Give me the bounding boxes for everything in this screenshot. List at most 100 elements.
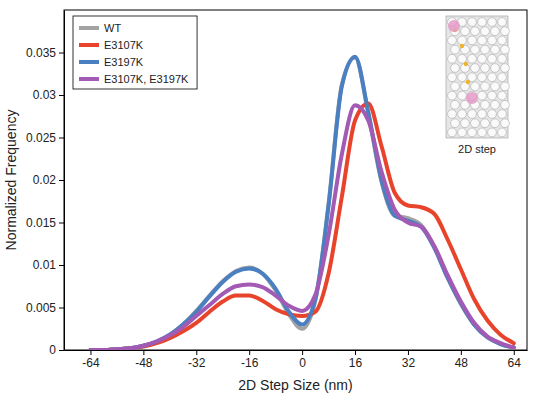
inset-tubulin <box>501 45 510 54</box>
inset-tubulin <box>501 100 510 109</box>
y-tick-label: 0.015 <box>26 216 56 230</box>
inset-tubulin <box>491 82 500 91</box>
legend-swatch <box>79 26 99 30</box>
inset <box>446 16 509 138</box>
inset-tubulin <box>448 36 457 45</box>
x-tick: -48 <box>135 350 153 370</box>
inset-tubulin <box>501 82 510 91</box>
y-tick: 0.015 <box>26 216 64 230</box>
inset-tubulin <box>498 91 507 100</box>
inset-tubulin <box>491 45 500 54</box>
inset-tubulin <box>488 128 497 137</box>
y-tick: 0.005 <box>26 301 64 315</box>
inset-tubulin <box>468 36 477 45</box>
x-tick: -32 <box>188 350 206 370</box>
x-axis-title: 2D Step Size (nm) <box>238 377 352 393</box>
y-tick-mark <box>59 95 64 96</box>
legend-label: E3107K <box>104 39 144 51</box>
x-tick-label: 48 <box>455 356 469 370</box>
y-tick-mark <box>59 350 64 351</box>
inset-tubulin <box>478 91 487 100</box>
inset-tubulin <box>478 110 487 119</box>
x-tick-label: 0 <box>299 356 306 370</box>
inset-tubulin <box>451 82 460 91</box>
inset-motor <box>466 92 478 104</box>
series-line <box>90 104 513 351</box>
x-tick-mark <box>355 350 356 355</box>
y-tick-mark <box>59 308 64 309</box>
inset-tubulin <box>498 110 507 119</box>
y-tick-mark <box>59 223 64 224</box>
inset-tubulin <box>488 110 497 119</box>
x-tick-mark <box>514 350 515 355</box>
inset-tubulin <box>488 54 497 63</box>
x-tick: 16 <box>349 350 363 370</box>
inset-tubulin <box>488 36 497 45</box>
y-tick: 0 <box>49 343 64 357</box>
x-tick-mark <box>90 350 91 355</box>
y-axis-title: Normalized Frequency <box>3 110 19 251</box>
inset-tubulin <box>491 64 500 73</box>
inset-motor <box>448 20 460 32</box>
inset-tubulin <box>478 54 487 63</box>
inset-tubulin <box>498 128 507 137</box>
x-tick-label: -64 <box>82 356 100 370</box>
inset-tubulin <box>451 64 460 73</box>
inset-tubulin <box>488 73 497 82</box>
plot-frame <box>64 10 527 350</box>
plot: -64-48-32-1601632486400.0050.010.0150.02… <box>26 10 528 370</box>
legend-box <box>73 16 197 89</box>
inset-tubulin <box>498 18 507 27</box>
series-line <box>90 105 513 350</box>
y-tick-mark <box>59 53 64 54</box>
y-tick: 0.02 <box>33 173 64 187</box>
inset-tubulin <box>451 100 460 109</box>
inset-tubulin <box>468 128 477 137</box>
x-tick-label: -32 <box>188 356 206 370</box>
inset-tubulin <box>448 91 457 100</box>
x-tick: 32 <box>402 350 416 370</box>
x-tick-label: 32 <box>402 356 416 370</box>
y-tick: 0.025 <box>26 131 64 145</box>
y-tick-label: 0.005 <box>26 301 56 315</box>
inset-tubulin <box>468 18 477 27</box>
legend-swatch <box>79 60 99 64</box>
inset-path-dot <box>466 80 470 84</box>
inset-tubulin <box>458 110 467 119</box>
y-tick: 0.01 <box>33 258 64 272</box>
inset-path-dot <box>460 44 464 48</box>
inset-tubulin <box>478 73 487 82</box>
inset-tubulin <box>461 27 470 36</box>
inset-tubulin <box>458 73 467 82</box>
inset-tubulin <box>498 54 507 63</box>
inset-tubulin <box>488 18 497 27</box>
inset-tubulin <box>448 54 457 63</box>
inset-tubulin <box>451 45 460 54</box>
legend-swatch <box>79 43 99 47</box>
x-tick-mark <box>408 350 409 355</box>
y-axis-line <box>64 11 65 351</box>
inset-tubulin <box>451 119 460 128</box>
annotation: 2D step <box>458 143 496 155</box>
inset-tubulin <box>501 119 510 128</box>
y-tick: 0.03 <box>33 88 64 102</box>
x-tick-label: 16 <box>349 356 363 370</box>
y-tick-mark <box>59 265 64 266</box>
inset-tubulin <box>501 27 510 36</box>
inset-tubulin <box>498 73 507 82</box>
inset-tubulin <box>458 54 467 63</box>
x-tick-mark <box>143 350 144 355</box>
x-axis-line <box>65 350 528 351</box>
inset-tubulin <box>481 100 490 109</box>
y-tick-label: 0.025 <box>26 131 56 145</box>
inset-tubulin <box>471 45 480 54</box>
x-tick-mark <box>302 350 303 355</box>
inset-tubulin <box>471 64 480 73</box>
inset-tubulin <box>461 119 470 128</box>
inset-tubulin <box>488 91 497 100</box>
inset-tubulin <box>481 119 490 128</box>
inset-tubulin <box>501 64 510 73</box>
inset-tubulin <box>498 36 507 45</box>
inset-tubulin <box>471 82 480 91</box>
x-tick-mark <box>461 350 462 355</box>
